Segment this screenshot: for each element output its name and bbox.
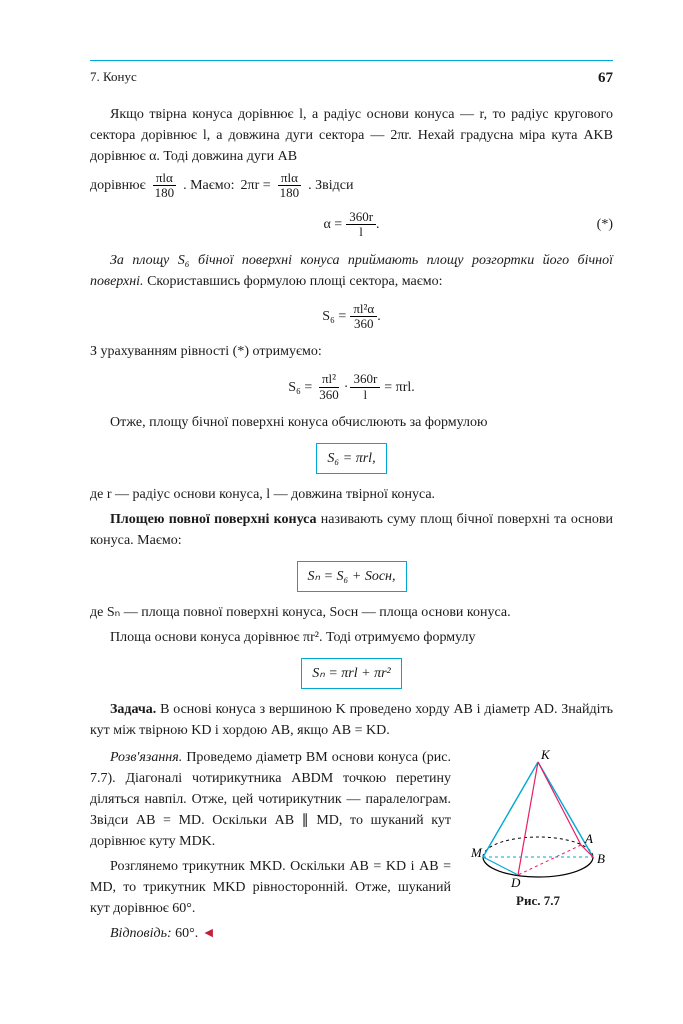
formula-sb1: S₆ = πl²α 360 . [90,302,613,332]
sb2-dot: · [344,377,349,398]
frac1-den: 180 [152,186,178,200]
end-marker-icon: ◄ [202,926,216,941]
sb1-den: 360 [351,317,377,331]
label-B: B [597,851,605,866]
sol-p1: Розв'язання. Проведемо діаметр BM основи… [90,747,451,852]
paragraph-1: Якщо твірна конуса дорівнює l, а радіус … [90,104,613,167]
cone-diagram-icon: K M A B D [463,747,613,887]
box-2-row: Sₙ = S₆ + Sосн, [90,561,613,592]
sb1-num: πl²α [350,302,377,317]
p2c: . Звідси [308,175,353,196]
formula-sb2: S₆ = πl² 360 · 360r l = πrl. [90,372,613,402]
page-number: 67 [598,67,613,90]
sb1-lhs: S₆ = [322,306,346,327]
fracstar-num: 360r [346,210,376,225]
section-title: 7. Конус [90,67,137,90]
formula-star: α = 360r l . (*) [90,210,613,240]
task: Задача. В основі конуса з вершиною K про… [90,699,613,741]
p3-tail: Скориставшись формулою площі сектора, ма… [147,274,442,289]
page-header: 7. Конус 67 [90,67,613,90]
label-A: A [584,831,593,846]
frac-2: πlα 180 [277,171,303,201]
sb2-den2: l [361,388,371,402]
sb2-num1: πl² [319,372,339,387]
p7a-bold: Площею повної поверхні конуса [110,512,317,527]
eq-2pir: 2πr = [241,175,271,196]
solution-row: Розв'язання. Проведемо діаметр BM основи… [90,747,613,948]
answer-val: 60°. [175,926,202,941]
paragraph-3: За площу S₆ бічної поверхні конуса прийм… [90,250,613,292]
frac1-num: πlα [153,171,176,186]
frac-sb2b: 360r l [350,372,380,402]
formula-box-3: Sₙ = πrl + πr² [301,658,401,689]
box-3-row: Sₙ = πrl + πr² [90,658,613,689]
fracstar-den: l [356,225,366,239]
frac2-num: πlα [278,171,301,186]
paragraph-5: Отже, площу бічної поверхні конуса обчис… [90,412,613,433]
box-1-row: S₆ = πrl, [90,443,613,474]
p2b: . Маємо: [183,175,234,196]
figure-7-7: K M A B D Рис. 7.7 [463,747,613,948]
frac-1: πlα 180 [152,171,178,201]
sb2-tail: = πrl. [384,377,415,398]
sb2-den1: 360 [316,388,342,402]
task-label: Задача. [110,702,156,717]
sb2-num2: 360r [350,372,380,387]
p1-text: Якщо твірна конуса дорівнює l, а радіус … [90,107,613,164]
paragraph-8: де Sₙ — площа повної поверхні конуса, Sо… [90,602,613,623]
formula-star-label: (*) [597,214,613,235]
frac-sb1: πl²α 360 [350,302,377,332]
sb1-tail: . [377,306,381,327]
answer-label: Відповідь: [110,926,172,941]
paragraph-9: Площа основи конуса дорівнює πr². Тоді о… [90,627,613,648]
solution-text: Розв'язання. Проведемо діаметр BM основи… [90,747,451,948]
sol-label: Розв'язання. [110,750,182,765]
header-rule [90,60,613,61]
paragraph-7: Площею повної поверхні конуса називають … [90,509,613,551]
formula-box-2: Sₙ = S₆ + Sосн, [297,561,407,592]
figure-caption: Рис. 7.7 [463,891,613,911]
sb2-lhs: S₆ = [288,377,312,398]
paragraph-2: дорівнює πlα 180 . Маємо: 2πr = πlα 180 … [90,171,613,201]
paragraph-4: З урахуванням рівності (*) отримуємо: [90,341,613,362]
p2a: дорівнює [90,175,146,196]
answer: Відповідь: 60°. ◄ [90,923,451,944]
f-star-lhs: α = [323,214,342,235]
sol-p2: Розглянемо трикутник MKD. Оскільки AB = … [90,856,451,919]
label-M: M [470,845,483,860]
frac-star: 360r l [346,210,376,240]
formula-box-1: S₆ = πrl, [316,443,386,474]
task-body: В основі конуса з вершиною K проведено х… [90,702,613,738]
paragraph-6: де r — радіус основи конуса, l — довжина… [90,484,613,505]
frac-sb2a: πl² 360 [316,372,342,402]
label-K: K [540,747,551,762]
f-star-dot: . [376,214,380,235]
frac2-den: 180 [277,186,303,200]
label-D: D [510,875,521,887]
